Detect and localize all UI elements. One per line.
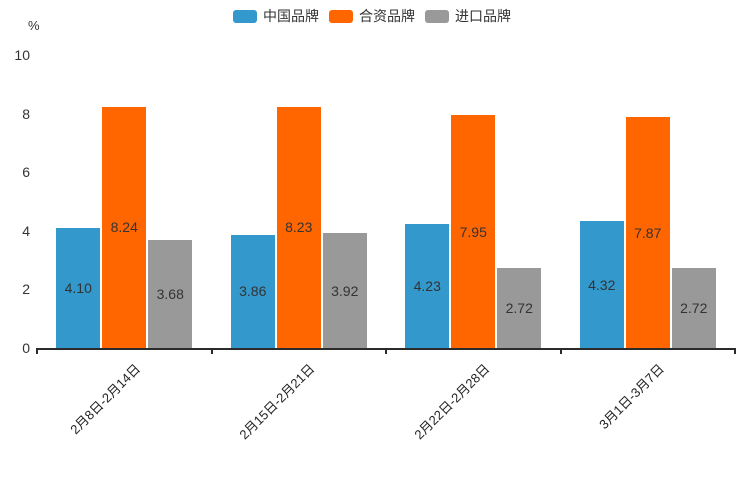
x-tick-label: 2月8日-2月14日	[66, 361, 143, 438]
bar-group-1: 3.86 8.23 3.92	[212, 55, 387, 348]
legend-label: 合资品牌	[359, 8, 415, 24]
bar-value-label: 7.95	[459, 223, 487, 240]
legend-label: 进口品牌	[455, 8, 511, 24]
legend-item-0[interactable]: 中国品牌	[233, 7, 319, 25]
bar-series2-group3[interactable]: 2.72	[671, 268, 716, 348]
x-axis-tick	[210, 348, 213, 354]
bar-value-label: 3.92	[331, 282, 359, 299]
bar-series0-group0[interactable]: 4.10	[56, 227, 101, 348]
bar-value-label: 4.32	[588, 276, 616, 293]
y-tick-label: 6	[22, 164, 30, 181]
bar-value-label: 3.86	[239, 283, 267, 300]
y-tick-label: 8	[22, 105, 30, 122]
bar-series0-group3[interactable]: 4.32	[579, 221, 624, 348]
x-tick-label: 2月15日-2月21日	[236, 361, 318, 443]
bar-value-label: 8.24	[110, 219, 138, 236]
legend-label: 中国品牌	[263, 8, 319, 24]
bar-series1-group0[interactable]: 8.24	[102, 106, 147, 348]
x-tick-label: 3月1日-3月7日	[595, 361, 667, 433]
bar-series1-group2[interactable]: 7.95	[451, 115, 496, 348]
bar-value-label: 4.10	[64, 279, 92, 296]
plot-area: 4.10 8.24 3.68 3.86 8.23 3.92 4.23 7.95 2.72 4.32…	[36, 55, 736, 354]
x-axis-tick	[559, 348, 562, 354]
legend-item-2[interactable]: 进口品牌	[425, 7, 511, 25]
y-tick-label: 0	[22, 340, 30, 356]
x-axis-tick	[734, 348, 736, 354]
x-axis-tick	[385, 348, 387, 354]
bar-series1-group3[interactable]: 7.87	[625, 117, 670, 348]
legend: 中国品牌 合资品牌 进口品牌	[0, 7, 744, 25]
bar-series0-group2[interactable]: 4.23	[405, 224, 450, 348]
bar-series1-group1[interactable]: 8.23	[276, 106, 321, 348]
y-tick-label: 2	[22, 281, 30, 298]
x-axis-tick	[36, 348, 38, 354]
legend-marker-icon	[233, 9, 257, 23]
x-tick-label: 2月22日-2月28日	[410, 361, 492, 443]
bar-value-label: 3.68	[156, 286, 184, 303]
bar-series2-group2[interactable]: 2.72	[497, 268, 542, 348]
bar-value-label: 2.72	[505, 300, 533, 317]
bar-value-label: 2.72	[680, 300, 708, 317]
legend-marker-icon	[425, 9, 449, 23]
y-tick-label: 10	[14, 47, 30, 63]
bar-series2-group1[interactable]: 3.92	[322, 233, 367, 348]
bar-value-label: 4.23	[413, 278, 441, 295]
legend-item-1[interactable]: 合资品牌	[329, 7, 415, 25]
bar-value-label: 8.23	[285, 219, 313, 236]
y-axis-unit-label: %	[28, 18, 40, 33]
bar-value-label: 7.87	[634, 224, 662, 241]
bar-group-0: 4.10 8.24 3.68	[37, 55, 212, 348]
bar-group-2: 4.23 7.95 2.72	[386, 55, 561, 348]
bar-series2-group0[interactable]: 3.68	[148, 240, 193, 348]
legend-marker-icon	[329, 9, 353, 23]
y-tick-label: 4	[22, 222, 30, 239]
bar-group-3: 4.32 7.87 2.72	[561, 55, 736, 348]
bar-series0-group1[interactable]: 3.86	[230, 234, 275, 348]
